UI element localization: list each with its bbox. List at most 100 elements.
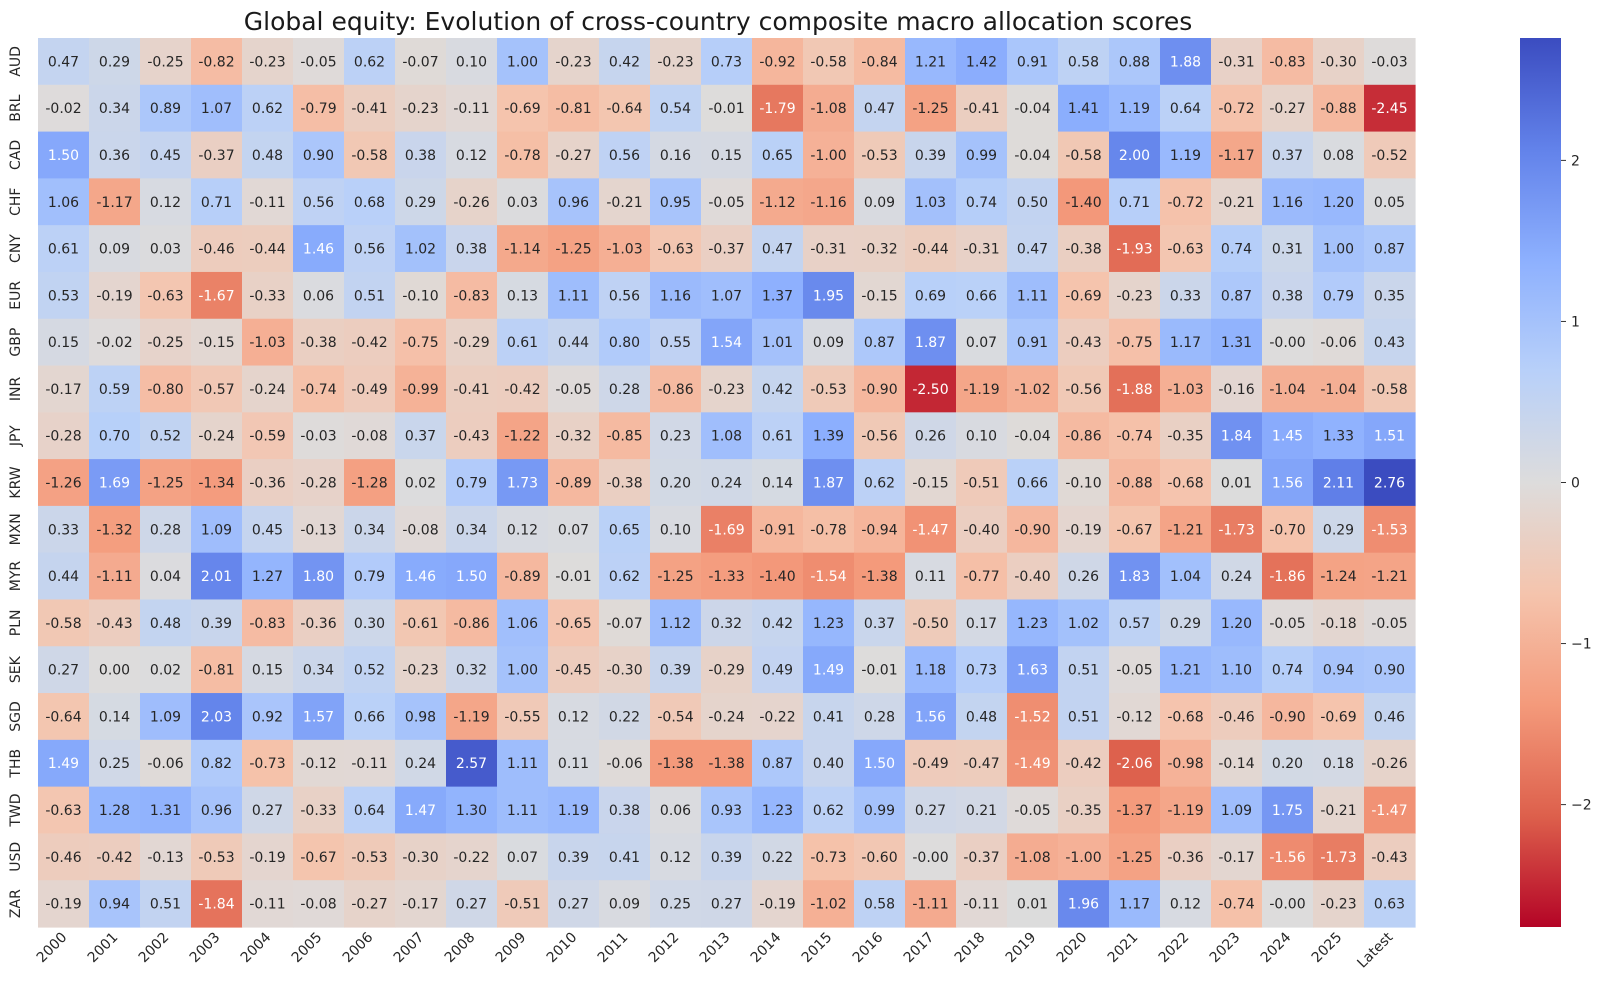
heatmap-cell: [905, 178, 957, 226]
cell-value-label: -0.64: [606, 101, 642, 117]
heatmap-cell: [191, 505, 243, 554]
heatmap-cell: [905, 84, 957, 133]
cell-value-label: 0.10: [456, 54, 487, 70]
heatmap-cell: [1007, 318, 1059, 367]
heatmap-cell: [701, 786, 753, 835]
cell-value-label: 0.95: [660, 195, 691, 211]
cell-value-label: -0.83: [453, 288, 489, 304]
heatmap-cell: [1058, 318, 1110, 367]
heatmap-cell: [803, 84, 855, 133]
heatmap-cell: [191, 599, 243, 647]
heatmap-cell: [599, 646, 651, 694]
cell-value-label: 0.10: [966, 429, 997, 445]
heatmap-cell: [1313, 178, 1365, 226]
y-tick-label: CNY: [8, 234, 24, 263]
cell-value-label: 1.06: [48, 195, 79, 211]
cell-value-label: 0.94: [99, 897, 130, 913]
heatmap-cell: [956, 786, 1008, 835]
cell-value-label: 0.90: [303, 148, 334, 164]
heatmap-cell: [1058, 739, 1110, 788]
heatmap-cell: [1007, 552, 1059, 601]
heatmap-cell: [1262, 599, 1314, 647]
heatmap-cell: [905, 552, 957, 601]
cell-value-label: -0.83: [1269, 54, 1305, 70]
heatmap-cell: [548, 412, 600, 460]
cell-value-label: -1.49: [1014, 756, 1050, 772]
cell-value-label: 0.90: [1374, 663, 1405, 679]
cell-value-label: 0.57: [1119, 616, 1150, 632]
heatmap-cell: [1262, 880, 1314, 928]
cell-value-label: 0.71: [1119, 195, 1150, 211]
heatmap-cell: [293, 271, 345, 320]
cell-value-label: 1.75: [1272, 803, 1303, 819]
cell-value-label: 0.44: [48, 569, 79, 585]
heatmap-cell: [1109, 84, 1161, 133]
heatmap-cell: [140, 225, 192, 273]
cell-value-label: 0.29: [405, 195, 436, 211]
heatmap-cell: [1364, 505, 1416, 554]
heatmap-cell: [548, 459, 600, 507]
heatmap-cell: [1262, 693, 1314, 741]
colorbar: [1520, 38, 1561, 927]
heatmap-cell: [38, 412, 90, 460]
heatmap-cell: [854, 178, 906, 226]
heatmap-cell: [599, 178, 651, 226]
cell-value-label: -0.92: [759, 54, 795, 70]
cell-value-label: -0.27: [555, 148, 591, 164]
cell-value-label: 0.15: [711, 148, 742, 164]
heatmap-cell: [956, 131, 1008, 179]
cell-value-label: -1.69: [708, 522, 744, 538]
heatmap-cell: [293, 178, 345, 226]
heatmap-cell: [191, 646, 243, 694]
cell-value-label: -0.52: [1371, 148, 1407, 164]
heatmap-cell: [1160, 365, 1212, 413]
heatmap-cell: [497, 178, 549, 226]
heatmap-cell: [1364, 833, 1416, 881]
cell-value-label: 0.20: [1272, 756, 1303, 772]
cell-value-label: -0.91: [759, 522, 795, 538]
cell-value-label: 0.47: [762, 242, 793, 258]
heatmap-cell: [344, 552, 396, 601]
cell-value-label: 0.42: [762, 382, 793, 398]
heatmap-cell: [1211, 505, 1263, 554]
heatmap-cell: [89, 412, 141, 460]
cell-value-label: -0.47: [963, 756, 999, 772]
cell-value-label: -0.18: [1320, 616, 1356, 632]
heatmap-cell: [89, 693, 141, 741]
cell-value-label: -1.12: [759, 195, 795, 211]
heatmap-cell: [1109, 38, 1161, 86]
heatmap-cell: [1058, 786, 1110, 835]
cell-value-label: 0.01: [1221, 476, 1252, 492]
cell-value-label: 1.11: [507, 803, 538, 819]
heatmap-cell: [38, 459, 90, 507]
heatmap-cell: [650, 693, 702, 741]
cell-value-label: -1.04: [1320, 382, 1356, 398]
cell-value-label: -0.06: [147, 756, 183, 772]
heatmap-cell: [752, 412, 804, 460]
heatmap-cell: [1313, 131, 1365, 179]
cell-value-label: -1.22: [504, 429, 540, 445]
cell-value-label: -0.11: [351, 756, 387, 772]
x-tick-label: 2024: [1258, 929, 1295, 966]
heatmap-cell: [1160, 318, 1212, 367]
cell-value-label: -0.17: [45, 382, 81, 398]
cell-value-label: -0.04: [1014, 429, 1050, 445]
cell-value-label: -0.22: [453, 850, 489, 866]
heatmap-cell: [548, 38, 600, 86]
cell-value-label: -2.50: [912, 382, 948, 398]
heatmap-cell: [905, 38, 957, 86]
cell-value-label: -0.02: [96, 335, 132, 351]
cell-value-label: -0.83: [249, 616, 285, 632]
heatmap-cell: [1007, 131, 1059, 179]
heatmap-cell: [1364, 459, 1416, 507]
cell-value-label: 1.17: [1119, 897, 1150, 913]
heatmap-cell: [38, 38, 90, 86]
cell-value-label: 0.98: [405, 709, 436, 725]
heatmap-cell: [1109, 225, 1161, 273]
cell-value-label: 0.62: [864, 476, 895, 492]
cell-value-label: 0.62: [609, 569, 640, 585]
heatmap-cell: [1007, 459, 1059, 507]
heatmap-cell: [854, 552, 906, 601]
heatmap-cell: [242, 880, 294, 928]
heatmap-cell: [1160, 84, 1212, 133]
